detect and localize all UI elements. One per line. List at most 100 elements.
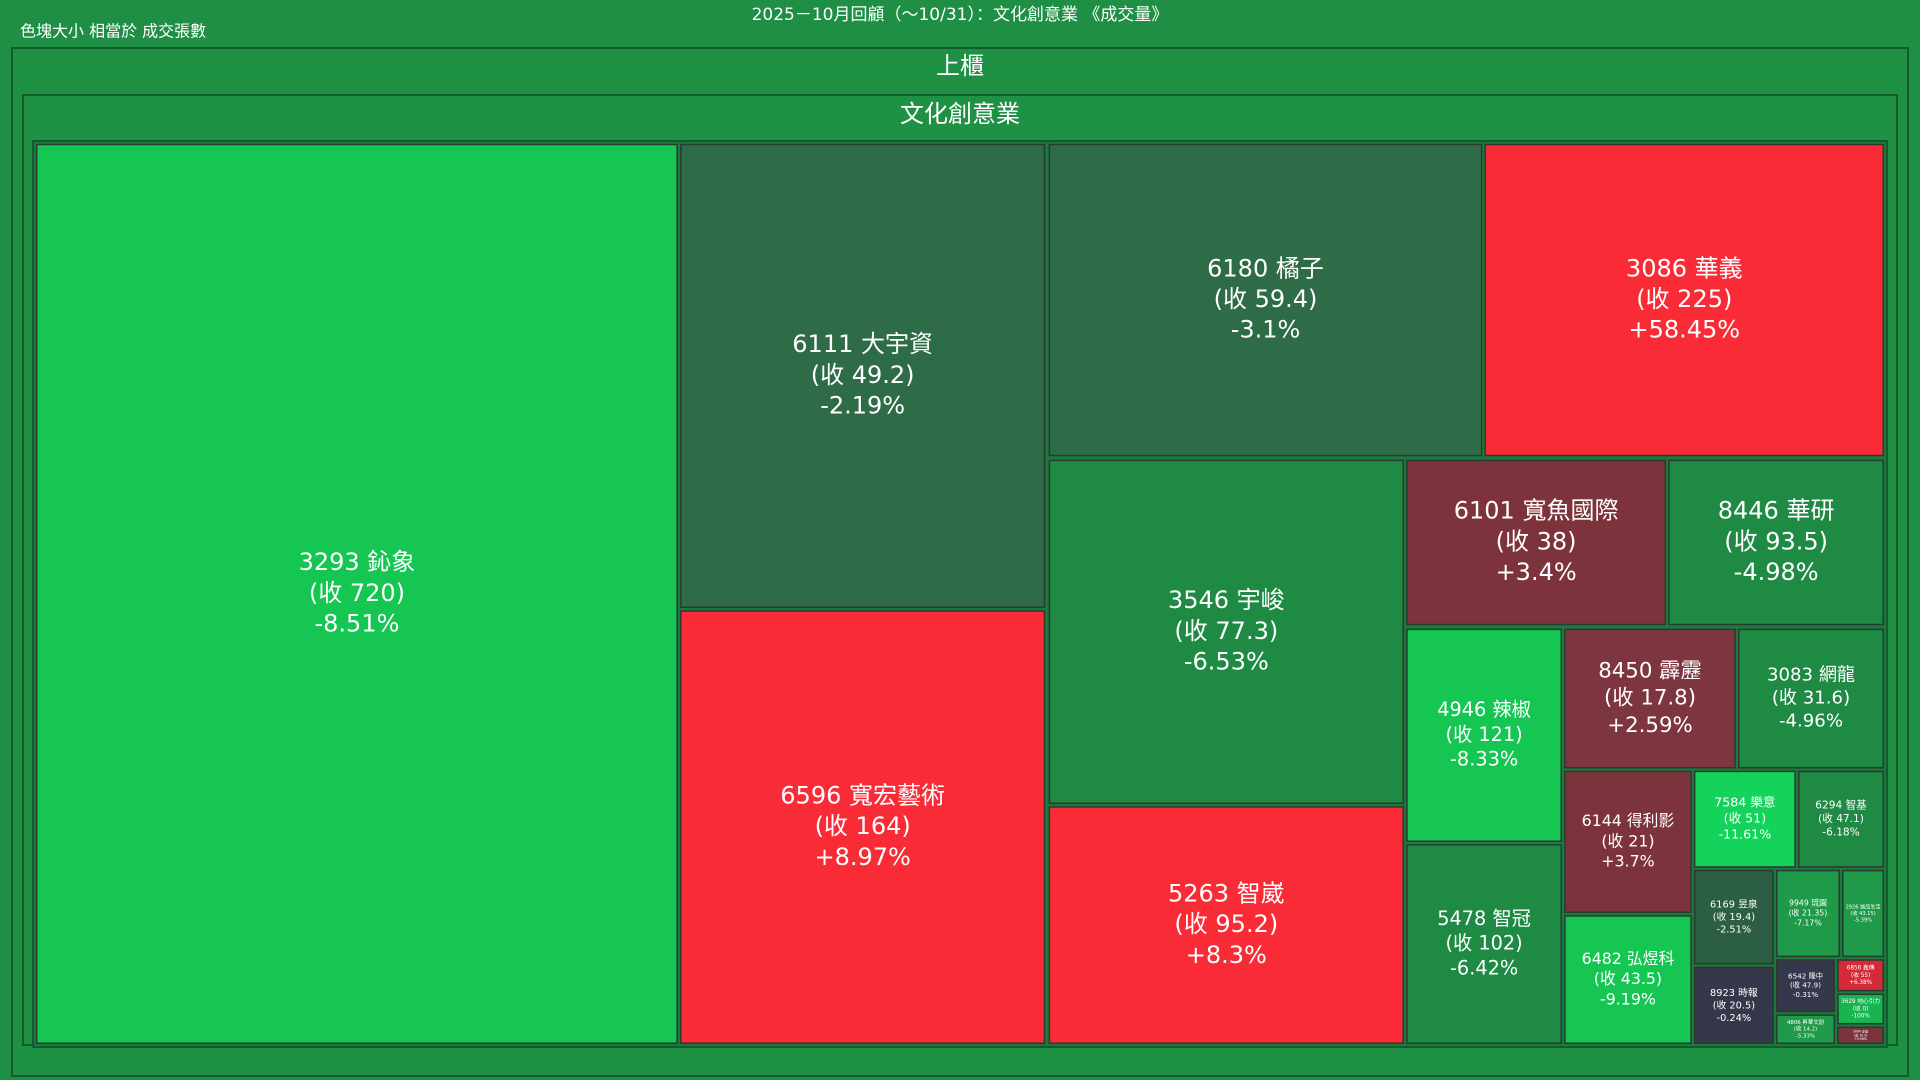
tile — [1484, 143, 1885, 457]
tile — [1738, 628, 1885, 769]
tile — [35, 143, 678, 1045]
tile-label: 6144 得利影 — [1582, 811, 1675, 830]
tile — [1837, 993, 1885, 1025]
tile-label: 6101 寬魚國際 — [1454, 497, 1619, 525]
tile — [1564, 770, 1692, 913]
tile-close: (收 47.1) — [1818, 812, 1864, 825]
tile-label: 6482 弘煜科 — [1582, 949, 1675, 968]
tile-label: 5478 智冠 — [1437, 907, 1531, 930]
tile-change: -100% — [1851, 1014, 1870, 1020]
tile-change: +3.4% — [1496, 558, 1577, 586]
tile-change: +0.96% — [1854, 1037, 1866, 1041]
tile-close: (收 59.4) — [1214, 285, 1318, 313]
tile-label: 3086 華義 — [1626, 254, 1743, 282]
tile — [1406, 628, 1562, 842]
tile-close: (收 10.5) — [1854, 1032, 1867, 1037]
tile — [1693, 966, 1774, 1045]
tile-label: 3083 網龍 — [1767, 664, 1855, 685]
tile-label: 8450 霹靂 — [1598, 658, 1702, 683]
tile-close: (收 43.15) — [1850, 910, 1875, 917]
tile-label: 6180 橘子 — [1207, 254, 1324, 282]
tile-close: (收 95.2) — [1174, 910, 1278, 938]
tile — [1048, 459, 1405, 805]
chart-title: 2025－10月回顧（～10/31）：文化創意業 《成交量》 — [752, 5, 1169, 25]
tile-close: (收 77.3) — [1174, 617, 1278, 645]
tile-close: (收 19.4) — [1713, 910, 1755, 923]
tile-label: 6169 昱泉 — [1710, 898, 1758, 911]
tile-close: (收 225) — [1636, 285, 1732, 313]
tile-label: 3629 地心引力 — [1841, 997, 1880, 1005]
tile-label: 4806 昇華文創 — [1787, 1018, 1824, 1026]
tile-change: -2.51% — [1717, 925, 1752, 936]
tile-label: 6111 大宇資 — [792, 330, 933, 358]
tile-change: -11.61% — [1719, 827, 1772, 842]
tile — [1048, 143, 1483, 457]
tile-close: (收 51) — [1724, 811, 1766, 826]
tile — [1564, 915, 1692, 1045]
tile — [1775, 959, 1836, 1013]
tile-label: 8923 時報 — [1710, 987, 1758, 999]
tile-label: 7584 樂意 — [1714, 795, 1775, 810]
tile-label: 5263 智崴 — [1168, 879, 1285, 907]
tile — [1775, 869, 1840, 958]
tile — [1837, 1026, 1885, 1045]
tile — [1406, 459, 1667, 626]
tile-label: 8446 華研 — [1718, 497, 1835, 525]
tile-close: (收 17.8) — [1604, 686, 1696, 711]
tile-close: (收 55) — [1851, 971, 1870, 979]
tile-close: (收 14.2) — [1794, 1025, 1817, 1033]
tile-close: (收 121) — [1445, 723, 1522, 746]
tile — [1837, 959, 1885, 992]
tile-label: 3546 宇峻 — [1168, 586, 1285, 614]
tile-label: 6294 智基 — [1815, 799, 1867, 812]
tile-close: (收 93.5) — [1724, 527, 1828, 555]
tile-label: 6596 寬宏藝術 — [780, 781, 945, 809]
tile-change: -8.51% — [314, 610, 399, 638]
tile-change: -5.39% — [1854, 917, 1872, 923]
tile — [1406, 844, 1562, 1045]
tile-change: -6.42% — [1450, 956, 1518, 979]
tile-change: -6.18% — [1822, 827, 1859, 839]
tile-close: (收 20.5) — [1713, 998, 1755, 1011]
tile-change: +8.97% — [814, 843, 910, 871]
tile-close: (收 31.6) — [1772, 688, 1850, 709]
tile-change: +3.7% — [1601, 852, 1654, 871]
chart-subtitle: 色塊大小 相當於 成交張數 — [20, 22, 206, 41]
tile-close: (收 49.2) — [811, 361, 915, 389]
tile-change: +58.45% — [1628, 316, 1740, 344]
group-label: 上櫃 — [936, 52, 984, 80]
tile-change: +2.59% — [1607, 713, 1693, 738]
tile-change: -6.53% — [1184, 648, 1269, 676]
tile-close: (收 47.9) — [1790, 981, 1821, 990]
tile-label: 6542 隆中 — [1788, 972, 1823, 981]
tile-label: 4946 辣椒 — [1437, 698, 1531, 721]
tile-label: 3064 泰偉 — [1853, 1028, 1868, 1033]
tile-label: 9949 琉園 — [1789, 897, 1827, 907]
tile-label: 2926 誠品生活 — [1846, 904, 1881, 911]
tile-close: (收 21.35) — [1789, 907, 1828, 917]
tile-change: +8.3% — [1186, 941, 1267, 969]
tile-close: (收 38) — [1496, 527, 1577, 555]
tile-change: -8.33% — [1450, 747, 1518, 770]
tile-label: 6856 鑫傳 — [1847, 964, 1875, 972]
tile — [1842, 869, 1885, 958]
tile-change: -7.17% — [1794, 918, 1822, 927]
tile — [1693, 869, 1774, 965]
tile-change: -5.33% — [1796, 1034, 1815, 1040]
tile-close: (收 102) — [1445, 932, 1522, 955]
tile-close: (收 21) — [1601, 831, 1654, 850]
tile-change: -0.31% — [1793, 990, 1819, 999]
tile — [1048, 806, 1405, 1045]
tile — [1668, 459, 1885, 626]
tile-change: +6.38% — [1849, 980, 1872, 986]
tile-close: (收 0) — [1853, 1004, 1869, 1012]
tile-change: -9.19% — [1600, 989, 1656, 1008]
tile-change: -2.19% — [820, 392, 905, 420]
tile-change: -3.1% — [1231, 316, 1301, 344]
tile-close: (收 164) — [815, 812, 911, 840]
tile-close: (收 720) — [309, 579, 405, 607]
tile-change: -4.98% — [1734, 558, 1819, 586]
tile-label: 3293 鈊象 — [299, 548, 416, 576]
tile-change: -0.24% — [1717, 1013, 1752, 1024]
